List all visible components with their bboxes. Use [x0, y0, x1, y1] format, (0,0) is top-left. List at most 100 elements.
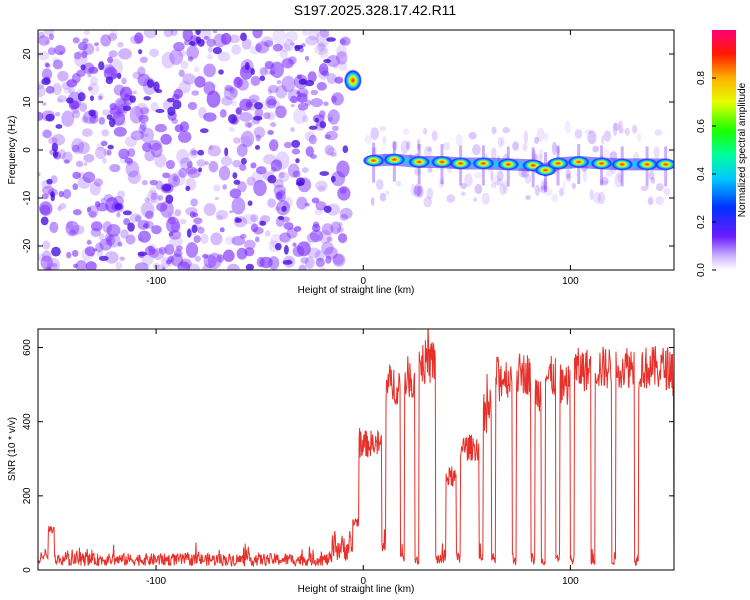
- noise-blob: [134, 102, 149, 120]
- noise-blob: [139, 107, 150, 115]
- noise-blob: [121, 77, 127, 85]
- noise-blob-strong: [282, 259, 293, 265]
- noise-blob: [410, 183, 417, 196]
- noise-blob: [536, 127, 545, 142]
- signal-point: [472, 157, 495, 170]
- noise-blob: [499, 183, 507, 196]
- noise-blob: [309, 229, 324, 242]
- noise-blob: [149, 179, 158, 186]
- noise-blob-strong: [250, 68, 255, 75]
- noise-blob: [134, 215, 141, 222]
- noise-blob: [250, 214, 259, 222]
- noise-blob: [326, 73, 337, 84]
- noise-blob: [139, 56, 148, 64]
- noise-blob: [551, 194, 559, 203]
- noise-blob: [160, 133, 172, 145]
- noise-blob: [203, 35, 210, 40]
- noise-blob: [400, 140, 409, 155]
- noise-blob: [44, 263, 59, 270]
- noise-blob: [647, 196, 654, 206]
- noise-blob: [264, 230, 271, 237]
- noise-blob: [281, 58, 294, 69]
- noise-blob: [83, 153, 95, 163]
- noise-blob: [321, 241, 334, 255]
- noise-blob: [336, 226, 344, 233]
- noise-blob: [202, 253, 209, 259]
- noise-blob: [233, 76, 243, 88]
- noise-blob: [172, 170, 186, 187]
- colorbar: 0.0 0.2 0.4 0.6 0.8 Normalized spectral ampl…: [696, 30, 748, 277]
- noise-blob-strong: [52, 151, 59, 159]
- noise-blob-strong: [155, 88, 163, 94]
- noise-blob: [77, 42, 88, 51]
- noise-blob: [57, 95, 68, 103]
- noise-blob: [460, 191, 466, 196]
- noise-blob: [72, 37, 80, 44]
- noise-blob: [267, 198, 276, 208]
- noise-blob: [138, 114, 149, 123]
- noise-blob: [559, 187, 565, 197]
- noise-blob: [222, 249, 235, 262]
- noise-blob: [106, 224, 121, 237]
- noise-blob: [203, 203, 216, 217]
- noise-blob: [640, 185, 649, 192]
- noise-blob: [98, 92, 105, 100]
- noise-blob: [38, 85, 46, 98]
- noise-blob: [214, 196, 219, 201]
- noise-blob: [296, 91, 301, 95]
- noise-blob: [239, 163, 247, 172]
- noise-blob: [71, 109, 81, 119]
- noise-blob: [109, 108, 116, 115]
- noise-blob: [231, 235, 246, 246]
- noise-blob: [222, 184, 227, 190]
- noise-blob-strong: [55, 124, 63, 129]
- noise-blob: [248, 94, 260, 103]
- noise-blob: [120, 120, 127, 127]
- noise-blob-strong: [319, 120, 327, 129]
- signal-point: [590, 157, 613, 170]
- noise-blob: [72, 183, 79, 191]
- noise-blob: [99, 238, 113, 251]
- noise-blob: [255, 41, 270, 54]
- noise-blob: [115, 261, 123, 270]
- noise-blob: [229, 210, 234, 214]
- noise-blob: [582, 168, 588, 183]
- noise-blob: [96, 249, 104, 258]
- noise-blob: [261, 36, 274, 47]
- noise-blob: [423, 196, 433, 208]
- spectrogram-x-axis-title: Height of straight line (km): [298, 285, 415, 296]
- noise-blob: [339, 36, 351, 46]
- signal-point: [497, 158, 520, 171]
- spectrogram-noise: [38, 30, 671, 270]
- noise-blob: [335, 51, 348, 65]
- noise-blob: [94, 42, 100, 47]
- noise-blob-strong: [331, 175, 336, 183]
- noise-blob: [289, 95, 298, 104]
- noise-blob: [318, 229, 332, 244]
- noise-blob: [285, 31, 299, 42]
- noise-blob: [62, 188, 72, 199]
- noise-blob: [52, 59, 63, 70]
- noise-blob-strong: [308, 125, 318, 130]
- signal-point: [611, 158, 634, 171]
- noise-blob: [413, 185, 422, 198]
- noise-blob: [307, 71, 317, 83]
- noise-blob: [619, 128, 626, 134]
- noise-blob: [89, 114, 99, 124]
- noise-blob-strong: [240, 32, 247, 42]
- noise-blob-strong: [98, 255, 109, 261]
- noise-blob: [124, 157, 133, 164]
- colorbar-gradient: [712, 30, 736, 270]
- noise-blob: [540, 178, 548, 188]
- noise-blob: [318, 47, 329, 59]
- noise-blob: [177, 261, 191, 270]
- noise-blob: [58, 51, 64, 55]
- noise-blob: [104, 65, 116, 76]
- noise-blob: [47, 47, 56, 56]
- noise-blob-strong: [122, 105, 132, 112]
- noise-blob: [326, 147, 337, 157]
- noise-blob: [339, 187, 347, 194]
- noise-blob: [328, 117, 333, 122]
- noise-blob: [331, 125, 339, 132]
- noise-blob: [240, 130, 255, 148]
